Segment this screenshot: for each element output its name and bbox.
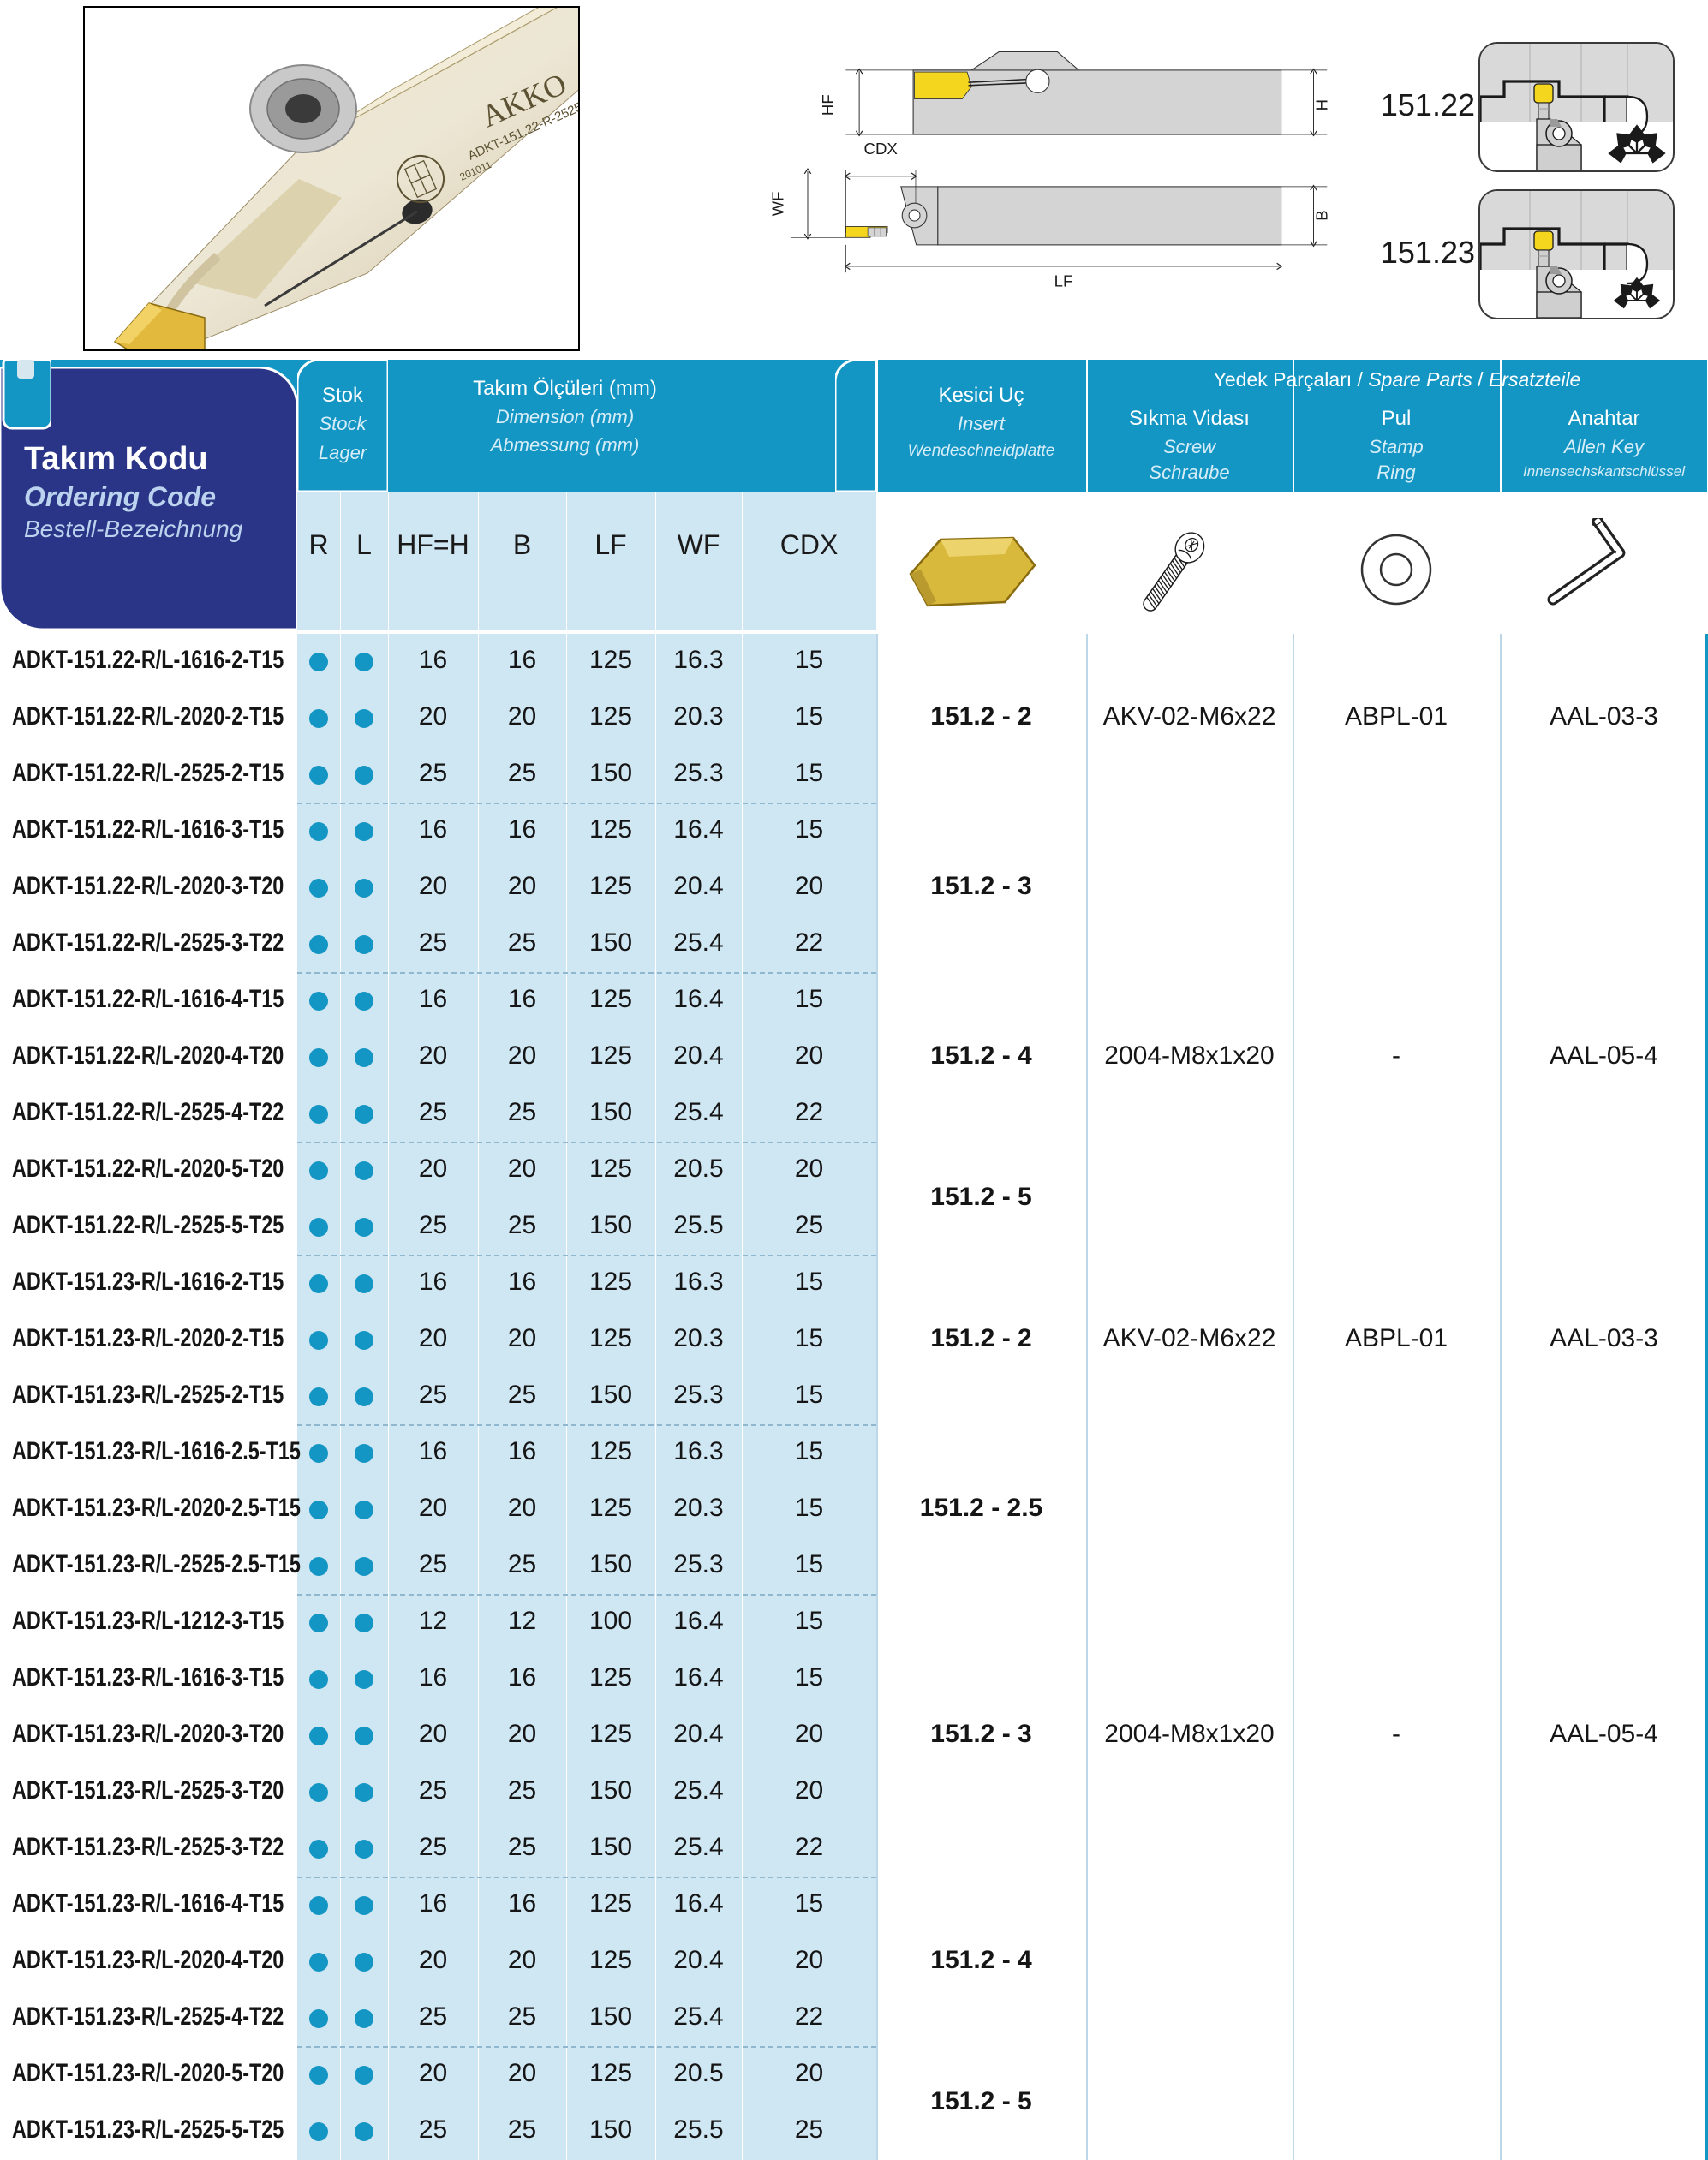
svg-text:HF: HF xyxy=(819,94,837,116)
svg-text:WF: WF xyxy=(768,191,786,216)
svg-text:H: H xyxy=(1312,99,1330,110)
svg-text:B: B xyxy=(1312,210,1330,220)
svg-text:LF: LF xyxy=(1054,272,1073,290)
svg-text:CDX: CDX xyxy=(864,140,899,158)
